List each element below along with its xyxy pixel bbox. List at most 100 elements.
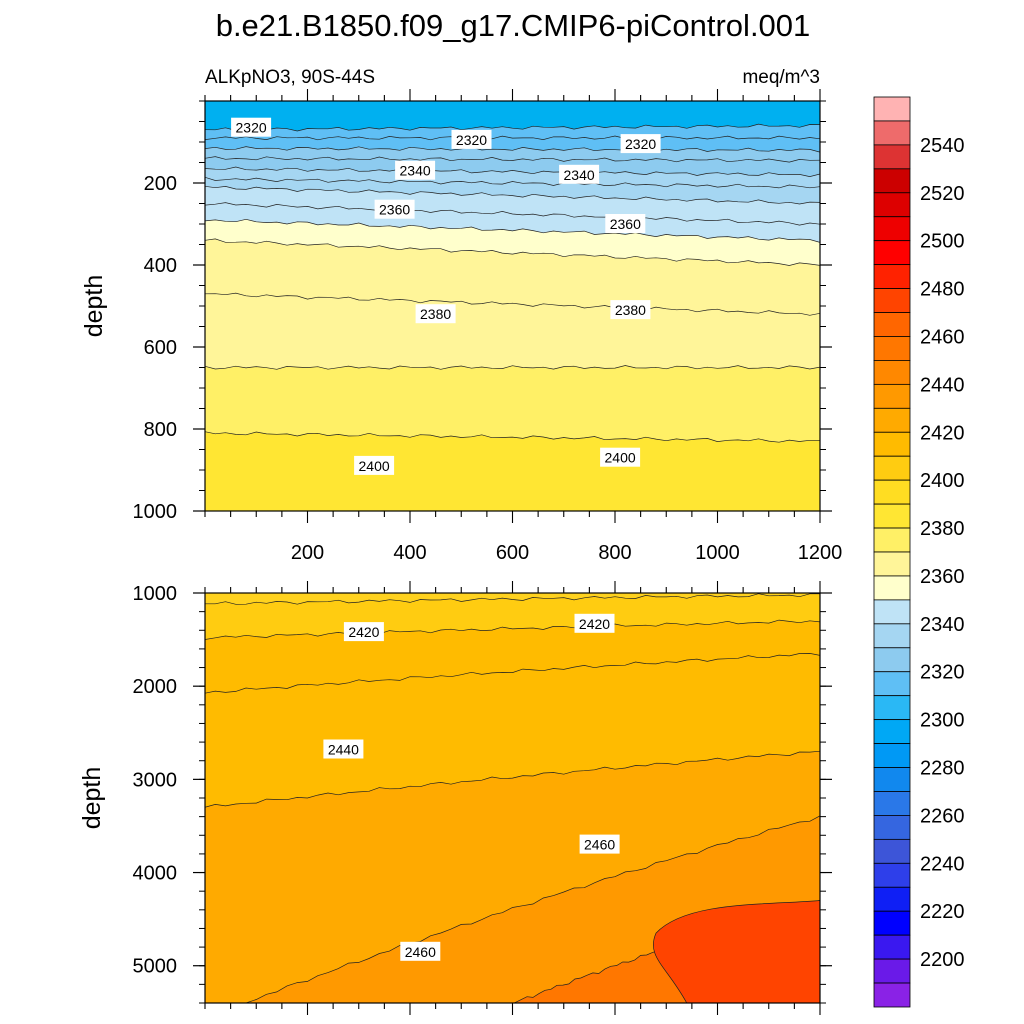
colorbar-swatch: [873, 360, 911, 385]
contour-label-text: 2460: [584, 837, 615, 853]
colorbar-swatch: [873, 144, 911, 170]
contour-line-2345: [205, 176, 820, 189]
contour-line-2335: [205, 156, 820, 163]
colorbar-swatch: [873, 288, 911, 313]
contour-line-2350: [205, 185, 820, 205]
colorbar-swatch: [873, 719, 911, 744]
colorbar-swatch: [873, 527, 911, 553]
lower-y-axis-label: depth: [78, 767, 106, 830]
colorbar-swatch: [873, 815, 911, 840]
contour-line-2390: [205, 431, 820, 443]
colorbar-swatch: [873, 958, 911, 984]
contour-label: 2320: [620, 134, 661, 154]
x-tick-label: 1200: [798, 542, 843, 564]
contour-label-box: [415, 304, 456, 324]
contour-label-box: [343, 622, 384, 642]
upper-contour-fill: [205, 101, 820, 511]
colorbar: 2540 2520 2500 2480 2460 2440 2420 2400 2380 2360…: [873, 96, 965, 1008]
contour-label-box: [374, 199, 415, 219]
upper-contour-lines: [205, 123, 820, 443]
contour-line-2380: [205, 365, 820, 370]
colorbar-swatch: [873, 647, 911, 673]
y-tick-label: 200: [144, 173, 177, 195]
colorbar-swatch: [873, 623, 911, 649]
contour-label-box: [605, 214, 646, 233]
contour-line-2325: [205, 135, 820, 141]
contour-line-2375: [205, 292, 820, 316]
colorbar-swatch: [873, 503, 911, 529]
upper-axis-ticks: 200 400 600 800 1000 200 400 600 800 1000 1200: [133, 89, 843, 564]
contour-label-text: 2400: [359, 458, 390, 474]
colorbar-label: 2540: [920, 135, 965, 157]
contour-label-text: 2320: [456, 132, 487, 148]
x-tick-label: 200: [291, 542, 324, 564]
contour-line-2360: [205, 218, 820, 243]
contour-label-box: [395, 160, 436, 180]
contour-label-box: [354, 455, 395, 475]
colorbar-swatch: [873, 791, 911, 816]
colorbar-swatch: [873, 671, 911, 697]
contour-label: 2360: [374, 199, 415, 219]
colorbar-label: 2440: [920, 374, 965, 396]
colorbar-swatch: [873, 982, 911, 1008]
y-tick-label: 4000: [133, 863, 178, 885]
contour-line-2370: [205, 238, 820, 266]
colorbar-swatch: [873, 599, 911, 625]
lower-axis-ticks: 1000 2000 3000 4000 5000: [133, 581, 832, 1015]
contour-line-2415: [205, 619, 820, 640]
colorbar-label: 2420: [920, 422, 965, 444]
contour-line-2330: [205, 146, 820, 153]
y-tick-label: 800: [144, 419, 177, 441]
colorbar-label: 2380: [920, 518, 965, 540]
contour-line-2420: [205, 653, 820, 694]
contour-label-text: 2420: [579, 616, 610, 632]
colorbar-swatch: [873, 192, 911, 218]
contour-label: 2380: [415, 304, 456, 324]
contour-label-box: [579, 834, 620, 854]
contour-label: 2460: [400, 941, 441, 961]
contour-label-box: [451, 129, 492, 149]
colorbar-label: 2240: [920, 853, 965, 875]
colorbar-swatches: [873, 96, 911, 1008]
colorbar-label: 2340: [920, 614, 965, 636]
contour-label: 2400: [600, 447, 641, 467]
contour-line-2410: [205, 593, 820, 605]
colorbar-label: 2360: [920, 566, 965, 588]
colorbar-swatch: [873, 216, 911, 242]
contour-label: 2420: [574, 613, 615, 633]
contour-label-text: 2340: [564, 167, 595, 183]
contour-label-text: 2360: [379, 202, 410, 218]
colorbar-swatch: [873, 455, 911, 481]
contour-line-2340: [205, 166, 820, 177]
colorbar-swatch: [873, 575, 911, 601]
contour-label-box: [600, 447, 641, 467]
contour-label-text: 2360: [610, 216, 641, 232]
contour-band-2460: [205, 900, 820, 1003]
colorbar-label: 2220: [920, 901, 965, 923]
y-tick-label: 3000: [133, 769, 178, 791]
lower-panel: 2420 2420 2440 2460 2460 1000 2000 3000 4000 500…: [78, 581, 832, 1015]
contour-label-text: 2320: [236, 120, 267, 136]
colorbar-label: 2320: [920, 662, 965, 684]
chart-title: b.e21.B1850.f09_g17.CMIP6-piControl.001: [216, 8, 811, 43]
contour-line-2430: [205, 750, 820, 808]
contour-label: 2420: [343, 622, 384, 642]
colorbar-swatch: [873, 743, 911, 768]
contour-label-box: [610, 300, 651, 320]
x-tick-label: 1000: [695, 542, 740, 564]
x-tick-label: 600: [496, 542, 529, 564]
contour-label-box: [323, 739, 364, 759]
contour-label: 2340: [395, 160, 436, 180]
y-tick-label: 2000: [133, 676, 178, 698]
contour-label-text: 2400: [605, 450, 636, 466]
colorbar-label: 2200: [920, 949, 965, 971]
contour-line-2320: [205, 123, 820, 132]
contour-label-box: [400, 941, 441, 961]
contour-band-2390: [205, 431, 820, 511]
colorbar-swatch: [873, 479, 911, 505]
contour-label-box: [620, 134, 661, 154]
contour-label: 2320: [451, 129, 492, 149]
upper-y-axis-label: depth: [80, 275, 108, 338]
colorbar-swatch: [873, 431, 911, 457]
